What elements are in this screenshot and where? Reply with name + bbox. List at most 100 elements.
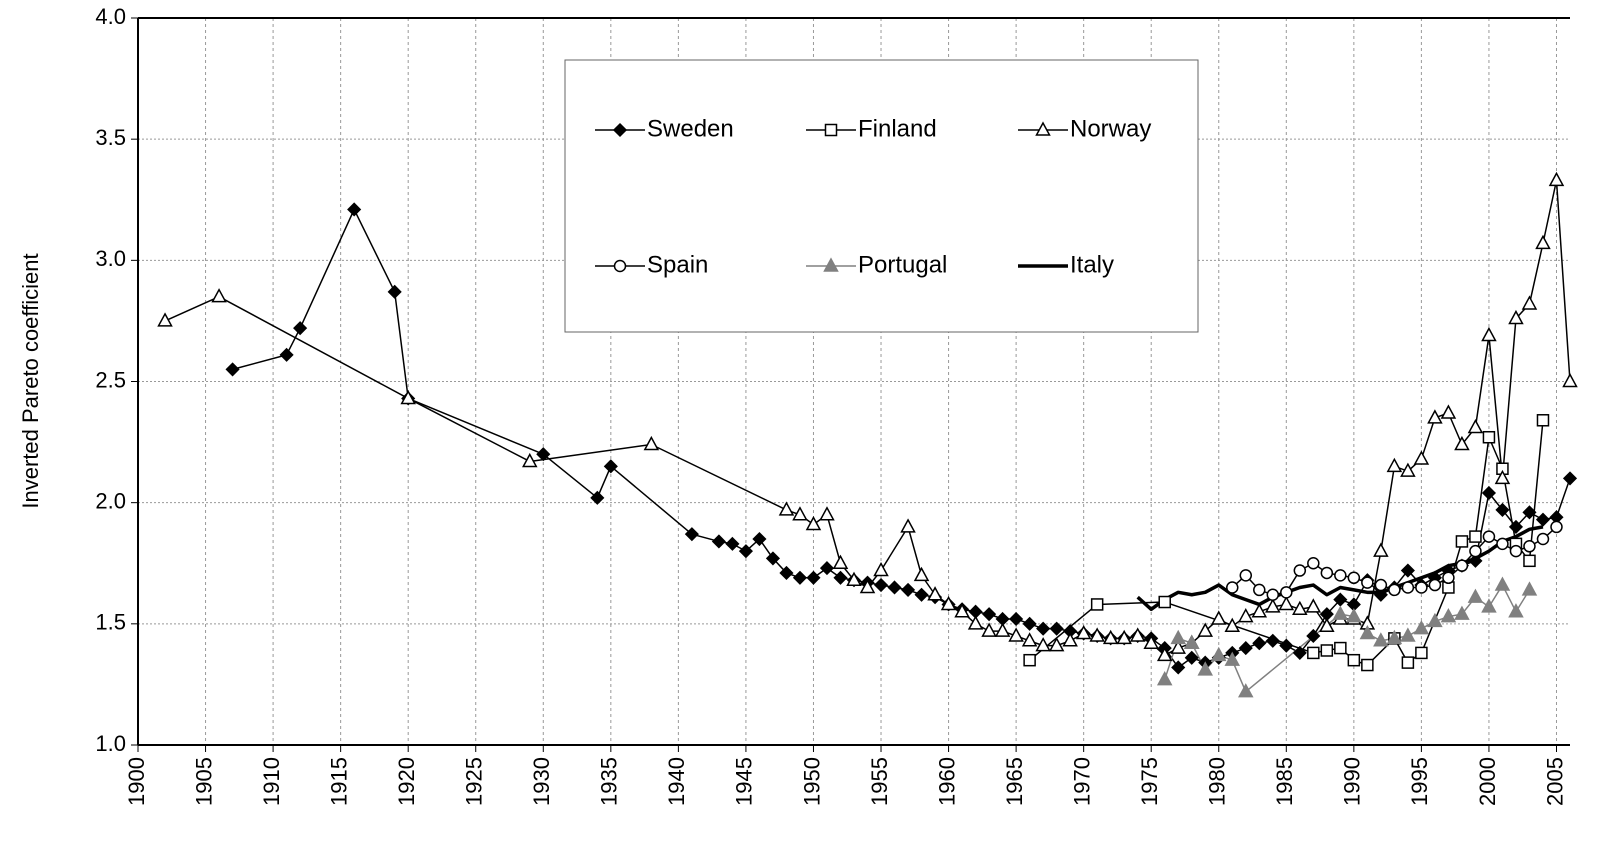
marker [1442, 571, 1455, 585]
marker [1265, 633, 1280, 648]
marker [1252, 636, 1267, 651]
y-tick-label: 3.5 [95, 125, 126, 150]
marker [1089, 627, 1105, 642]
marker [1440, 404, 1457, 419]
marker [819, 506, 835, 521]
y-axis-title: Inverted Pareto coefficient [18, 253, 43, 508]
marker [1467, 588, 1484, 603]
marker [1455, 535, 1469, 548]
marker [1468, 553, 1483, 568]
marker [833, 570, 848, 585]
marker [1307, 646, 1320, 660]
marker [1536, 532, 1550, 546]
marker [1156, 670, 1173, 686]
marker [1454, 605, 1470, 620]
marker [1400, 563, 1415, 578]
marker [1509, 544, 1523, 558]
x-tick-label: 1990 [1340, 757, 1365, 806]
x-tick-label: 1985 [1272, 757, 1297, 806]
marker [1373, 542, 1389, 557]
x-tick-label: 1950 [799, 757, 824, 806]
marker [612, 122, 628, 138]
marker [1334, 641, 1347, 655]
x-tick-label: 1925 [462, 757, 487, 806]
marker [157, 312, 173, 327]
marker [1171, 660, 1186, 675]
marker [1494, 469, 1511, 485]
marker [1023, 653, 1036, 667]
x-tick-label: 1965 [1002, 757, 1027, 806]
marker [1400, 627, 1416, 642]
marker [1469, 544, 1482, 558]
marker [981, 622, 997, 637]
marker [536, 447, 551, 462]
marker [940, 595, 957, 611]
marker [1373, 632, 1389, 647]
marker [1481, 326, 1497, 342]
legend-label: Italy [1070, 251, 1114, 278]
marker [643, 435, 660, 451]
marker [1238, 683, 1254, 698]
marker [1508, 519, 1524, 534]
marker [1075, 624, 1092, 640]
marker [873, 577, 889, 593]
marker [1548, 171, 1565, 187]
marker [1156, 646, 1173, 662]
x-tick-label: 1935 [597, 757, 622, 806]
marker [738, 544, 753, 559]
marker [1523, 540, 1536, 553]
x-tick-label: 1960 [934, 757, 959, 806]
marker [347, 202, 362, 217]
marker [1293, 564, 1307, 577]
marker [684, 527, 699, 542]
marker [613, 259, 627, 273]
marker [1319, 617, 1335, 633]
x-tick-label: 1915 [326, 757, 351, 806]
marker [1346, 607, 1362, 623]
marker [859, 578, 876, 594]
marker [1009, 611, 1024, 627]
marker [1035, 121, 1051, 136]
marker [1170, 639, 1186, 654]
x-tick-label: 1920 [394, 757, 419, 806]
marker [1413, 450, 1430, 465]
marker [1305, 598, 1322, 613]
x-tick-label: 1975 [1137, 757, 1162, 806]
marker [954, 603, 970, 618]
marker [1467, 418, 1484, 434]
marker [900, 518, 916, 533]
marker [387, 284, 402, 299]
marker [400, 389, 416, 405]
x-tick-label: 1910 [259, 757, 284, 806]
legend-box [564, 59, 1199, 333]
y-tick-label: 1.5 [95, 610, 126, 635]
x-tick-label: 1930 [529, 757, 554, 806]
marker [1415, 646, 1428, 660]
marker [806, 570, 821, 585]
x-tick-label: 1955 [867, 757, 892, 806]
marker [1266, 588, 1280, 602]
marker [792, 506, 808, 521]
marker [711, 534, 726, 549]
marker [1482, 530, 1496, 543]
marker [927, 586, 943, 601]
marker [1224, 651, 1241, 666]
marker [1306, 628, 1321, 644]
marker [1265, 598, 1281, 613]
marker [805, 515, 822, 531]
marker [1347, 571, 1361, 585]
marker [846, 571, 862, 586]
marker [1388, 583, 1401, 597]
legend-label: Portugal [858, 251, 947, 278]
marker [765, 551, 781, 566]
legend: Sweden Finland Norway Spain Portugal Italy [564, 59, 1199, 333]
marker [1224, 617, 1241, 633]
marker [1253, 583, 1266, 597]
marker [1170, 629, 1186, 645]
marker [1292, 600, 1308, 616]
x-tick-label: 2000 [1475, 757, 1500, 806]
legend-label: Norway [1070, 115, 1151, 142]
marker [1481, 598, 1497, 613]
marker [1521, 581, 1538, 596]
